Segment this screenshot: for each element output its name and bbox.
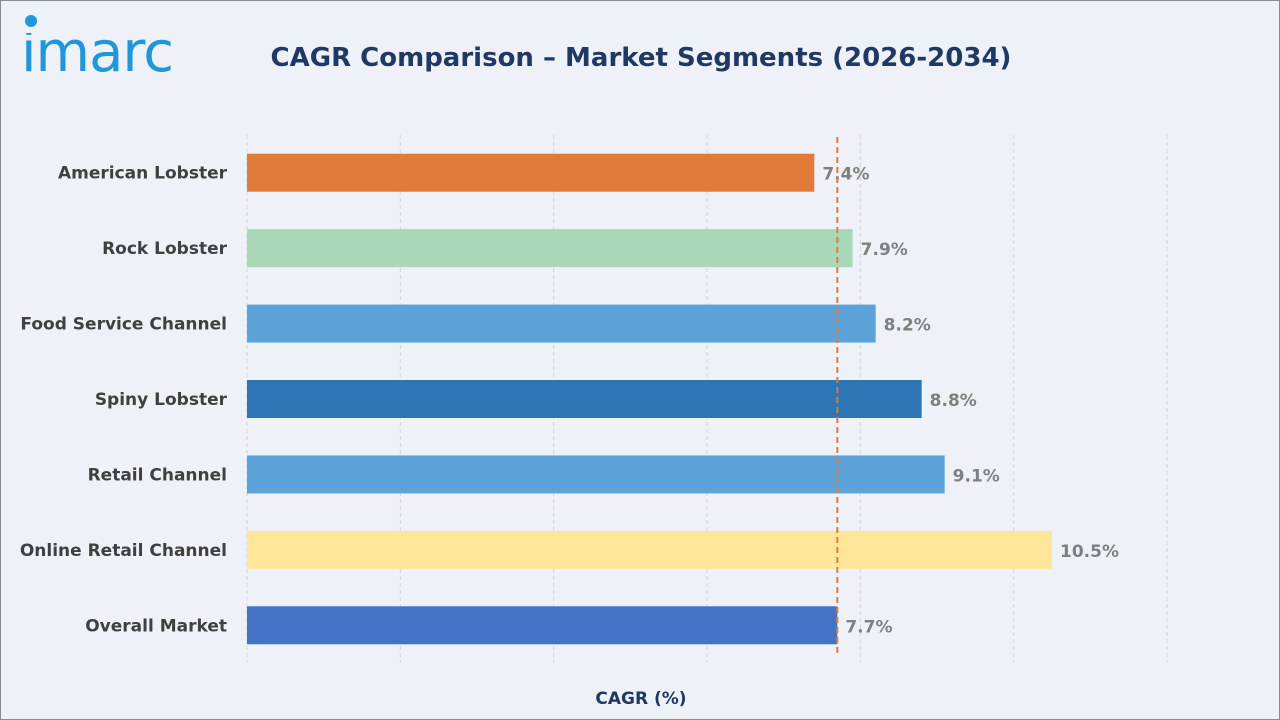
category-label: American Lobster <box>58 164 228 184</box>
imarc-logo: imarc <box>21 11 211 91</box>
category-label: Overall Market <box>85 616 227 636</box>
logo-dot-icon <box>25 15 37 27</box>
bar <box>247 304 876 343</box>
bar <box>247 153 815 192</box>
bar <box>247 455 945 494</box>
bar <box>247 229 853 268</box>
value-label: 7.4% <box>822 165 869 185</box>
category-label: Food Service Channel <box>20 315 227 335</box>
bar <box>247 606 838 645</box>
x-axis-title: CAGR (%) <box>595 689 687 709</box>
value-label: 7.9% <box>861 240 908 260</box>
value-label: 7.7% <box>845 617 892 637</box>
bar <box>247 380 922 418</box>
bar <box>247 530 1052 569</box>
value-label: 9.1% <box>953 466 1000 486</box>
category-label: Spiny Lobster <box>95 390 228 410</box>
value-label: 8.8% <box>930 391 977 411</box>
category-label: Online Retail Channel <box>20 541 227 561</box>
logo-text: imarc <box>21 20 174 85</box>
value-label: 10.5% <box>1060 542 1119 562</box>
category-label: Retail Channel <box>88 465 227 485</box>
category-label: Rock Lobster <box>102 239 228 259</box>
value-label: 8.2% <box>884 316 931 336</box>
chart-title: CAGR Comparison – Market Segments (2026-… <box>270 43 1012 73</box>
